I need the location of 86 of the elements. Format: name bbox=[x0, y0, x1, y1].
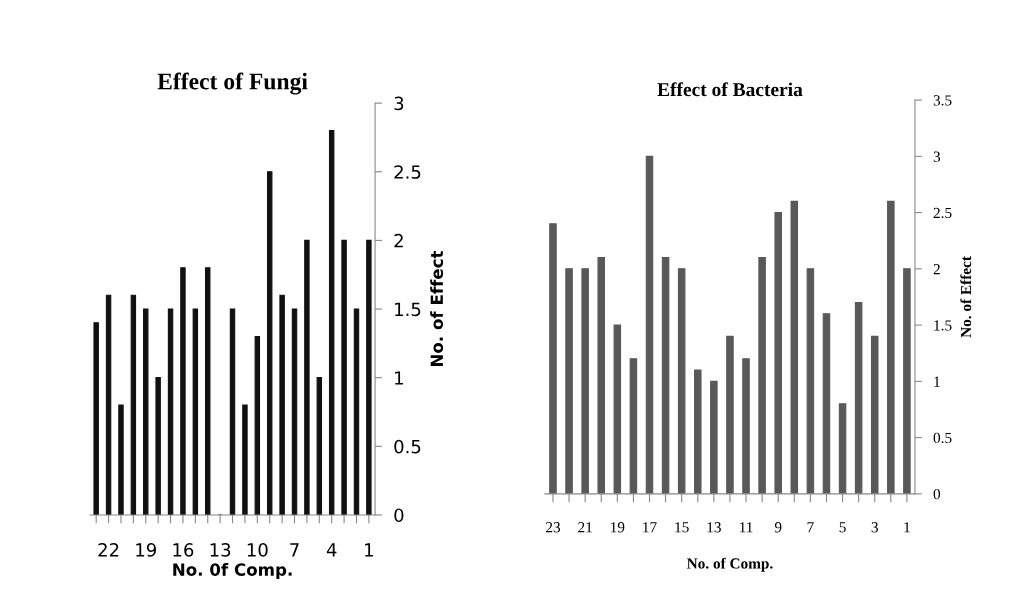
bar bbox=[549, 223, 557, 494]
x-tick-label: 15 bbox=[675, 522, 689, 533]
y-tick-label: 0 bbox=[394, 508, 404, 523]
bar bbox=[677, 268, 686, 494]
x-tick-label: 11 bbox=[740, 522, 753, 533]
bar bbox=[581, 268, 589, 494]
bar bbox=[353, 308, 360, 515]
y-tick-label: 0.5 bbox=[394, 439, 421, 454]
bar bbox=[291, 308, 298, 515]
bar bbox=[155, 377, 161, 515]
x-tick-label: 19 bbox=[136, 543, 156, 557]
bar bbox=[774, 212, 782, 494]
bar bbox=[366, 239, 372, 515]
bar bbox=[105, 294, 112, 515]
bar bbox=[645, 155, 654, 494]
bar bbox=[167, 308, 174, 515]
bar bbox=[328, 130, 335, 515]
y-tick-label: 2 bbox=[394, 233, 403, 248]
x-tick-label: 7 bbox=[807, 522, 814, 533]
y-tick-label: 1.5 bbox=[934, 320, 952, 331]
y-tick-label: 3.5 bbox=[933, 95, 952, 106]
bar bbox=[192, 308, 199, 515]
bar bbox=[758, 257, 766, 494]
x-tick-label: 4 bbox=[326, 543, 337, 557]
y-tick-label: 0.5 bbox=[933, 432, 952, 444]
x-tick-label: 9 bbox=[774, 522, 782, 533]
chart-title: Effect of Bacteria bbox=[657, 82, 803, 97]
y-tick-label: 1.5 bbox=[395, 302, 421, 317]
bar bbox=[726, 335, 734, 494]
bar bbox=[597, 257, 606, 494]
x-tick-label: 17 bbox=[643, 522, 657, 533]
bar bbox=[304, 239, 310, 515]
bar bbox=[254, 335, 261, 515]
x-axis-title: No. of Comp. bbox=[686, 557, 773, 572]
bar bbox=[242, 404, 248, 515]
bar bbox=[341, 239, 347, 515]
bar bbox=[180, 267, 186, 515]
bar bbox=[229, 308, 236, 515]
bar bbox=[854, 302, 863, 494]
x-tick-label: 3 bbox=[871, 522, 878, 533]
x-tick-label: 7 bbox=[290, 543, 299, 557]
x-tick-label: 5 bbox=[839, 522, 846, 533]
y-tick-label: 0 bbox=[933, 489, 941, 500]
bar bbox=[903, 268, 911, 494]
bar bbox=[629, 358, 638, 494]
y-tick-label: 3 bbox=[933, 151, 941, 162]
x-tick-label: 13 bbox=[707, 522, 721, 533]
x-tick-label: 1 bbox=[365, 543, 373, 557]
bar bbox=[790, 200, 799, 494]
y-tick-label: 1 bbox=[395, 371, 403, 385]
chart-title: Effect of Fungi bbox=[157, 72, 308, 95]
bar bbox=[806, 268, 815, 494]
bar bbox=[316, 377, 323, 515]
x-tick-label: 10 bbox=[247, 543, 268, 557]
bar bbox=[613, 324, 622, 494]
bar bbox=[266, 171, 273, 515]
bar bbox=[93, 322, 99, 515]
bar bbox=[838, 403, 847, 494]
bar bbox=[887, 200, 895, 494]
y-axis-title: No. of Effect bbox=[430, 250, 444, 367]
bar bbox=[822, 313, 831, 494]
x-tick-label: 1 bbox=[904, 522, 910, 533]
bar bbox=[205, 267, 211, 515]
x-tick-label: 16 bbox=[173, 543, 194, 557]
x-tick-label: 22 bbox=[98, 543, 119, 557]
x-tick-label: 21 bbox=[578, 522, 592, 533]
y-tick-label: 3 bbox=[394, 96, 404, 111]
bar bbox=[742, 358, 750, 494]
bar bbox=[279, 294, 285, 515]
y-axis-title: No. of Effect bbox=[960, 256, 972, 338]
y-tick-label: 2.5 bbox=[933, 207, 952, 219]
bar bbox=[565, 268, 573, 494]
bar bbox=[710, 380, 718, 494]
x-tick-label: 23 bbox=[546, 522, 561, 533]
bar bbox=[661, 257, 670, 494]
bar bbox=[870, 335, 879, 494]
bar bbox=[118, 404, 124, 515]
x-axis-title: No. 0f Comp. bbox=[173, 562, 292, 580]
y-tick-label: 2 bbox=[933, 264, 940, 275]
bar bbox=[143, 308, 149, 515]
y-tick-label: 1 bbox=[934, 376, 940, 387]
bar bbox=[693, 369, 702, 494]
x-tick-label: 13 bbox=[210, 543, 231, 557]
x-tick-label: 19 bbox=[611, 522, 625, 533]
y-tick-label: 2.5 bbox=[394, 165, 421, 179]
bar bbox=[130, 294, 137, 515]
